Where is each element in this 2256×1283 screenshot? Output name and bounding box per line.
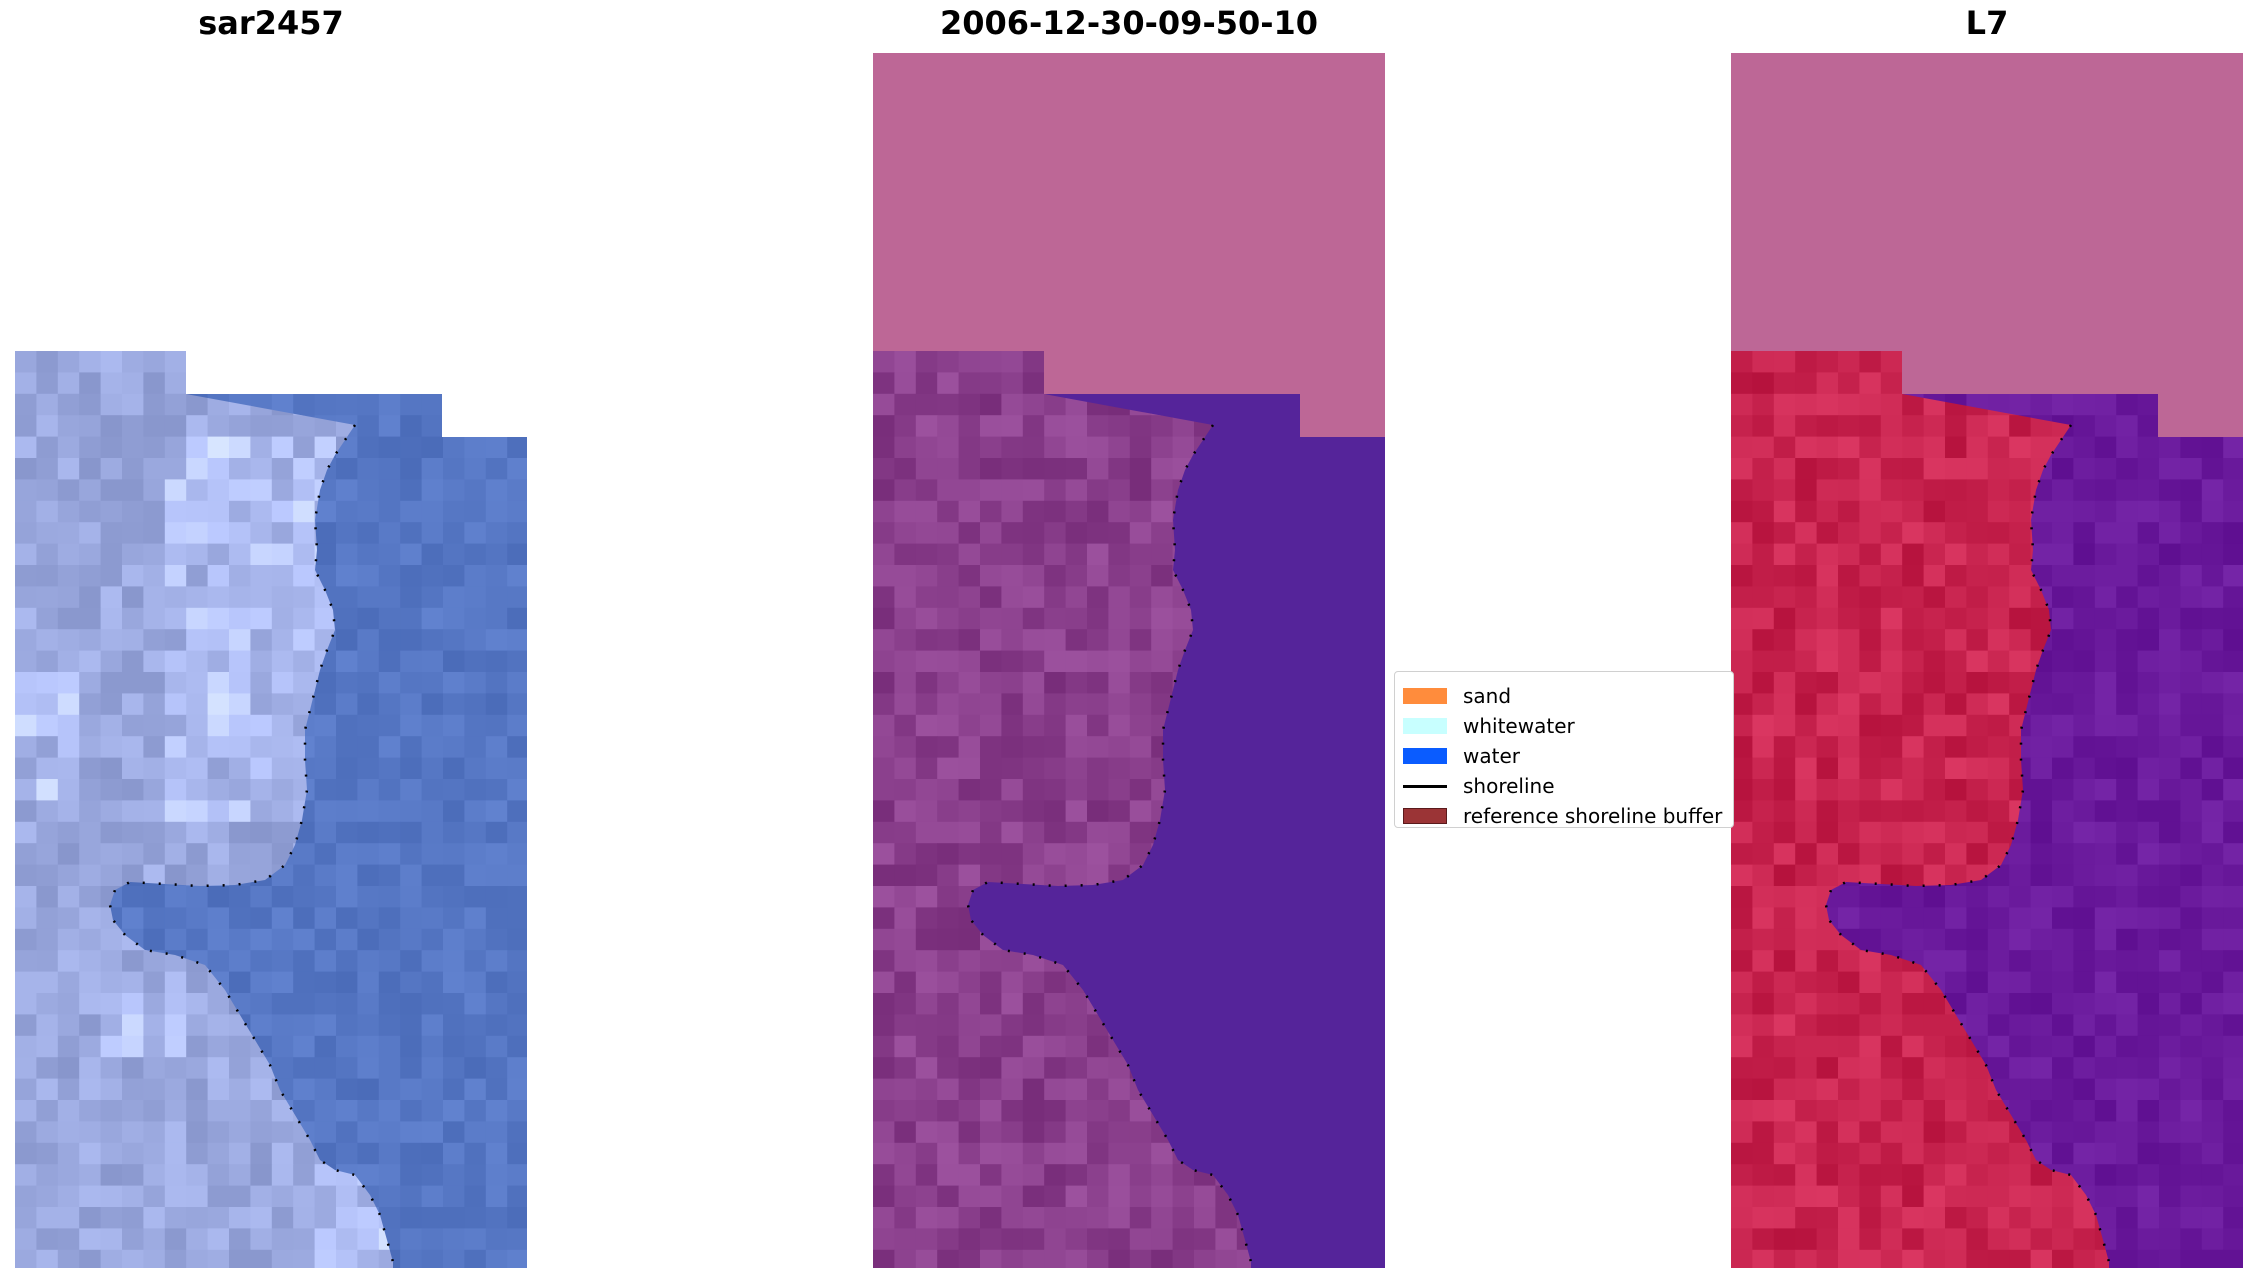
legend-label: water xyxy=(1463,744,1520,768)
panel-title-classified: 2006-12-30-09-50-10 xyxy=(939,4,1319,42)
sand-swatch xyxy=(1403,688,1447,704)
shoreline-line-swatch xyxy=(1403,784,1447,788)
legend-label: sand xyxy=(1463,684,1512,708)
buffer-swatch xyxy=(1403,808,1447,824)
legend-label: whitewater xyxy=(1463,714,1575,738)
legend-label: shoreline xyxy=(1463,774,1555,798)
legend: sand whitewater water shoreline referenc… xyxy=(1394,671,1734,828)
legend-label: reference shoreline buffer xyxy=(1463,804,1723,828)
legend-item-whitewater: whitewater xyxy=(1403,712,1575,740)
legend-item-sand: sand xyxy=(1403,682,1511,710)
rgb-image-panel xyxy=(15,351,527,1268)
classified-image-panel xyxy=(873,53,1385,1268)
water-swatch xyxy=(1403,748,1447,764)
legend-item-water: water xyxy=(1403,742,1520,770)
panel-title-ndwi: L7 xyxy=(1965,4,2009,42)
panel-title-rgb: sar2457 xyxy=(198,4,344,42)
ndwi-image-panel xyxy=(1731,53,2243,1268)
legend-item-shoreline: shoreline xyxy=(1403,772,1555,800)
whitewater-swatch xyxy=(1403,718,1447,734)
legend-item-buffer: reference shoreline buffer xyxy=(1403,802,1722,830)
